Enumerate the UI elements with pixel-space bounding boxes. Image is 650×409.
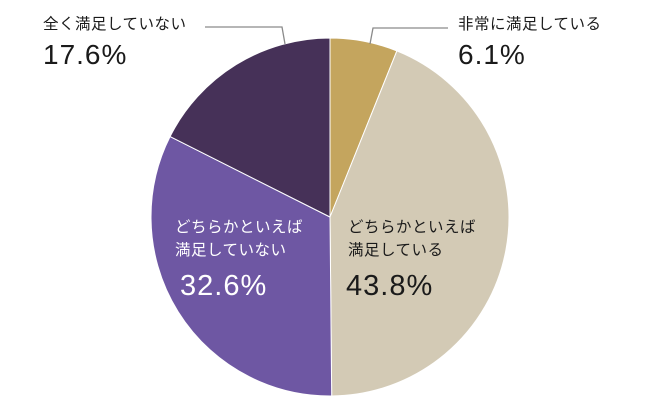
pie-slices <box>150 37 510 397</box>
slice-not-satisfied <box>169 37 331 218</box>
label-somewhat-unsatisfied-percent: 32.6% <box>180 270 268 302</box>
label-not-satisfied-percent: 17.6% <box>43 39 128 70</box>
leader-line-not-satisfied <box>205 26 286 45</box>
slice-somewhat-satisfied <box>329 50 510 397</box>
label-not-satisfied-category: 全く満足していない <box>43 15 187 33</box>
label-somewhat-unsatisfied-line2: 満足していない <box>175 241 287 259</box>
label-somewhat-satisfied-line1: どちらかといえば <box>348 218 477 236</box>
label-somewhat-satisfied-percent: 43.8% <box>346 270 434 302</box>
label-very-satisfied-category: 非常に満足している <box>458 15 602 33</box>
label-somewhat-satisfied-line2: 満足している <box>348 241 444 259</box>
label-very-satisfied-percent: 6.1% <box>458 39 526 70</box>
slice-somewhat-unsatisfied <box>150 135 333 397</box>
label-somewhat-unsatisfied-line1: どちらかといえば <box>175 218 304 236</box>
leader-line-very-satisfied <box>369 27 448 45</box>
